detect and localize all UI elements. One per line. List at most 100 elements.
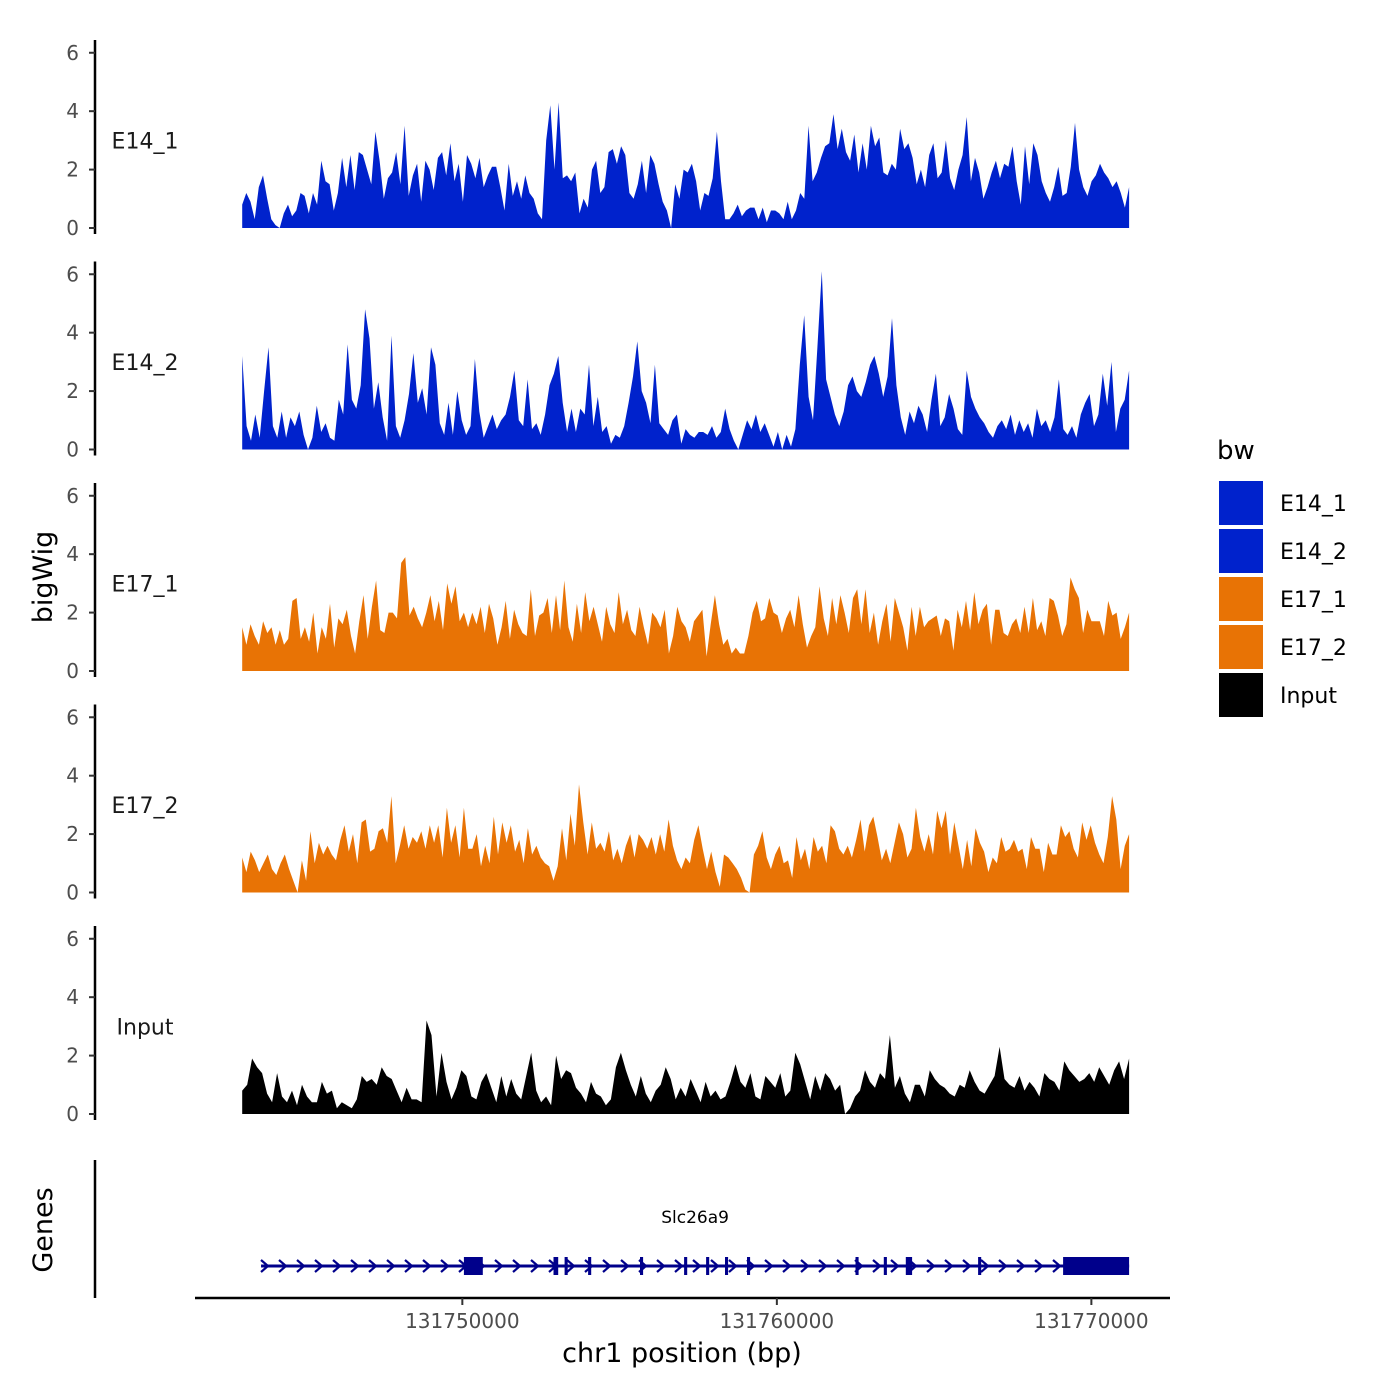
strand-arrow: [386, 1259, 396, 1273]
exon: [905, 1257, 913, 1275]
strand-arrow: [710, 1259, 720, 1273]
y-tick-label: 4: [66, 321, 79, 345]
legend-swatch-E14_1: [1217, 479, 1265, 527]
area-E17_1: [242, 557, 1130, 671]
area-E14_2: [242, 271, 1130, 450]
area-E17_2: [242, 784, 1130, 893]
gene-exons: [463, 1257, 1130, 1275]
y-tick-label: 6: [66, 262, 79, 286]
legend-label-E17_1: E17_1: [1280, 588, 1347, 613]
exon: [706, 1257, 710, 1275]
y-tick-label: 4: [66, 764, 79, 788]
exon: [883, 1257, 887, 1275]
strand-arrow: [692, 1259, 702, 1273]
area-Input: [242, 1020, 1130, 1114]
legend-swatch-E17_2: [1217, 623, 1265, 671]
strand-arrow: [836, 1259, 846, 1273]
strand-arrow: [926, 1259, 936, 1273]
legend-label-Input: Input: [1280, 684, 1337, 709]
track-label-E14_2: E14_2: [112, 351, 179, 376]
y-tick-label: 2: [66, 601, 79, 625]
strand-arrow: [566, 1259, 576, 1273]
legend-label-E17_2: E17_2: [1280, 636, 1347, 661]
y-tick-label: 4: [66, 985, 79, 1009]
y-tick-label: 0: [66, 659, 79, 683]
area-E14_1: [242, 102, 1130, 228]
tracks-layer: 0 2 4 6 E14_1 0 2 4 6 E14_2 0 2 4 6 E17_1 0 2 4 6 E17_2 0 2 4 6…: [66, 40, 1130, 1126]
strand-arrow: [584, 1259, 594, 1273]
track-label-E14_1: E14_1: [112, 129, 179, 154]
y-tick-label: 0: [66, 216, 79, 240]
strand-arrow: [494, 1259, 504, 1273]
y-tick-label: 0: [66, 881, 79, 905]
strand-arrow: [656, 1259, 666, 1273]
legend-items: E14_1 E14_2 E17_1 E17_2 Input: [1217, 479, 1347, 719]
genes-axis-title: Genes: [28, 1187, 59, 1272]
legend-label-E14_2: E14_2: [1280, 540, 1347, 565]
exon: [725, 1257, 729, 1275]
strand-arrow: [602, 1259, 612, 1273]
track-label-Input: Input: [117, 1015, 174, 1040]
legend-swatch-E17_1: [1217, 575, 1265, 623]
legend-label-E14_1: E14_1: [1280, 492, 1347, 517]
y-tick-label: 4: [66, 542, 79, 566]
y-tick-label: 0: [66, 1102, 79, 1126]
exon: [553, 1257, 559, 1275]
strand-arrow: [368, 1259, 378, 1273]
x-axis-title: chr1 position (bp): [562, 1338, 802, 1369]
strand-arrow: [332, 1259, 342, 1273]
strand-arrow: [980, 1259, 990, 1273]
strand-arrow: [800, 1259, 810, 1273]
track-Input: 0 2 4 6 Input: [66, 926, 1130, 1126]
strand-arrow: [404, 1259, 414, 1273]
strand-arrow: [296, 1259, 306, 1273]
strand-arrow: [674, 1259, 684, 1273]
exon: [564, 1257, 568, 1275]
strand-arrow: [1034, 1259, 1044, 1273]
axes-layer: 131750000 131760000 131770000: [93, 1160, 1170, 1333]
x-tick-label: 131750000: [405, 1309, 520, 1333]
x-tick-label: 131770000: [1034, 1309, 1149, 1333]
strand-arrow: [422, 1259, 432, 1273]
y-axis-title: bigWig: [28, 531, 59, 624]
exon: [978, 1257, 982, 1275]
strand-arrow: [998, 1259, 1008, 1273]
exon: [684, 1257, 688, 1275]
strand-arrow: [944, 1259, 954, 1273]
strand-arrow: [530, 1259, 540, 1273]
exon: [855, 1257, 859, 1275]
exon: [463, 1257, 483, 1275]
legend-swatch-E14_2: [1217, 527, 1265, 575]
strand-arrow: [314, 1259, 324, 1273]
track-label-E17_2: E17_2: [112, 794, 179, 819]
strand-arrow: [620, 1259, 630, 1273]
y-tick-label: 6: [66, 927, 79, 951]
legend-swatch-Input: [1217, 671, 1265, 719]
y-tick-label: 2: [66, 158, 79, 182]
y-tick-label: 6: [66, 705, 79, 729]
y-tick-label: 2: [66, 1044, 79, 1068]
y-tick-label: 2: [66, 822, 79, 846]
strand-arrow: [818, 1259, 828, 1273]
exon: [640, 1257, 644, 1275]
strand-arrow: [1016, 1259, 1026, 1273]
y-tick-label: 6: [66, 484, 79, 508]
gene-label: Slc26a9: [661, 1208, 729, 1228]
strand-arrow: [260, 1259, 270, 1273]
strand-arrow: [728, 1259, 738, 1273]
strand-arrow: [890, 1259, 900, 1273]
legend: bw E14_1 E14_2 E17_1 E17_2 Input: [1217, 436, 1347, 719]
strand-arrow: [512, 1259, 522, 1273]
track-E14_1: 0 2 4 6 E14_1: [66, 40, 1130, 240]
strand-arrow: [764, 1259, 774, 1273]
y-tick-label: 4: [66, 99, 79, 123]
strand-arrow: [962, 1259, 972, 1273]
strand-arrow: [782, 1259, 792, 1273]
y-tick-label: 6: [66, 41, 79, 65]
exon: [1063, 1257, 1130, 1275]
x-axis-ticks: 131750000 131760000 131770000: [405, 1298, 1149, 1333]
strand-arrow: [872, 1259, 882, 1273]
strand-arrow: [278, 1259, 288, 1273]
strand-arrow: [350, 1259, 360, 1273]
